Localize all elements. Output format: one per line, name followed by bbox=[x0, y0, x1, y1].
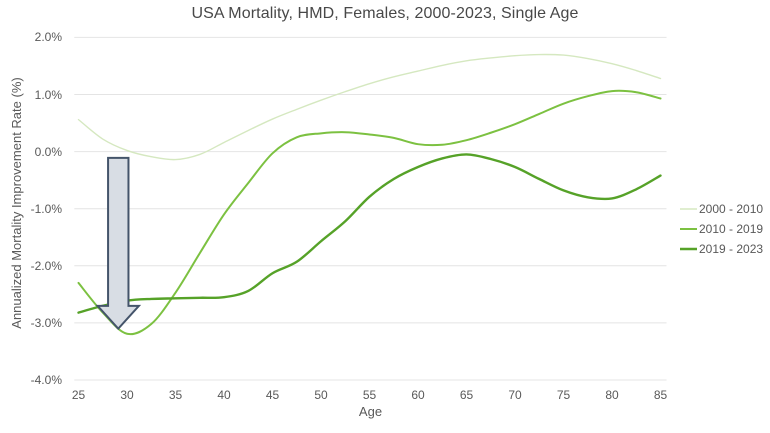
y-tick-label: 2.0% bbox=[34, 30, 62, 45]
x-tick-label: 30 bbox=[120, 387, 134, 402]
series-line-2019-2023 bbox=[77, 153, 662, 314]
y-tick-label: 0.0% bbox=[34, 144, 62, 159]
legend-label: 2019 - 2023 bbox=[699, 242, 764, 257]
y-tick-label: -1.0% bbox=[30, 201, 62, 216]
x-tick-label: 75 bbox=[556, 387, 571, 402]
legend-item: 2000 - 2010 bbox=[680, 199, 763, 219]
x-tick-label: 65 bbox=[459, 387, 474, 402]
legend-label: 2010 - 2019 bbox=[699, 221, 764, 236]
y-tick-label: -3.0% bbox=[30, 315, 62, 330]
y-tick-label: -2.0% bbox=[30, 258, 62, 273]
legend-item: 2019 - 2023 bbox=[680, 239, 763, 259]
down-arrow-annotation bbox=[95, 156, 142, 331]
x-tick-label: 40 bbox=[217, 387, 231, 402]
chart-title: USA Mortality, HMD, Females, 2000-2023, … bbox=[191, 5, 579, 22]
x-tick-label: 25 bbox=[71, 387, 86, 402]
series-line-2010-2019 bbox=[77, 89, 662, 336]
legend-item: 2010 - 2019 bbox=[680, 219, 763, 239]
x-tick-label: 80 bbox=[605, 387, 619, 402]
x-axis-title: Age bbox=[358, 404, 383, 419]
x-tick-label: 60 bbox=[411, 387, 425, 402]
x-tick-label: 85 bbox=[653, 387, 668, 402]
x-tick-label: 35 bbox=[168, 387, 183, 402]
legend-label: 2000 - 2010 bbox=[699, 201, 764, 216]
x-tick-label: 50 bbox=[314, 387, 328, 402]
x-tick-label: 70 bbox=[508, 387, 522, 402]
legend-line-swatch bbox=[680, 207, 697, 210]
y-tick-label: -4.0% bbox=[30, 373, 62, 387]
x-tick-label: 45 bbox=[265, 387, 280, 402]
y-tick-label: 1.0% bbox=[34, 87, 62, 102]
legend-line-swatch bbox=[680, 247, 697, 251]
legend-line-swatch bbox=[680, 227, 697, 230]
legend: 2000 - 2010 2010 - 2019 2019 - 2023 bbox=[680, 199, 763, 260]
series-line-2000-2010 bbox=[77, 53, 662, 161]
x-tick-label: 55 bbox=[362, 387, 377, 402]
